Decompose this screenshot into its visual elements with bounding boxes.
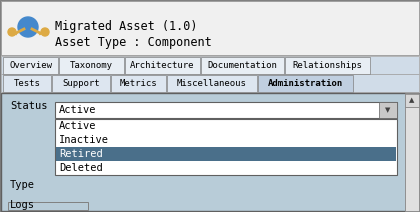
Text: Taxonomy: Taxonomy: [70, 60, 113, 70]
Text: Overview: Overview: [9, 60, 52, 70]
Bar: [1, 74, 419, 92]
Bar: [56, 147, 396, 161]
Bar: [258, 75, 353, 92]
Bar: [8, 202, 88, 210]
Bar: [52, 75, 110, 92]
Bar: [405, 107, 419, 211]
Circle shape: [18, 17, 38, 37]
Bar: [379, 102, 397, 118]
Bar: [1, 56, 419, 74]
Text: Type: Type: [10, 180, 35, 190]
Bar: [111, 75, 166, 92]
Text: Inactive: Inactive: [59, 135, 109, 145]
Text: Logs: Logs: [10, 200, 35, 210]
Text: ▲: ▲: [410, 97, 415, 103]
Text: Relationships: Relationships: [293, 60, 362, 70]
Text: Documentation: Documentation: [207, 60, 278, 70]
Text: Support: Support: [62, 78, 100, 88]
Text: Status: Status: [10, 101, 47, 111]
Text: Asset Type : Component: Asset Type : Component: [55, 36, 212, 49]
Text: Administration: Administration: [268, 78, 343, 88]
Bar: [201, 57, 284, 74]
Bar: [3, 75, 51, 92]
Bar: [55, 102, 397, 118]
Bar: [405, 93, 419, 211]
Bar: [405, 94, 419, 107]
Bar: [285, 57, 370, 74]
Circle shape: [8, 28, 16, 36]
Bar: [125, 57, 200, 74]
Text: Tests: Tests: [13, 78, 40, 88]
Bar: [167, 75, 257, 92]
Bar: [59, 57, 124, 74]
Circle shape: [41, 28, 49, 36]
Text: Architecture: Architecture: [130, 60, 195, 70]
Text: Migrated Asset (1.0): Migrated Asset (1.0): [55, 20, 197, 33]
Text: Active: Active: [59, 105, 97, 115]
Text: Active: Active: [59, 121, 97, 131]
Text: Metrics: Metrics: [120, 78, 158, 88]
Text: Deleted: Deleted: [59, 163, 103, 173]
Text: Miscellaneous: Miscellaneous: [177, 78, 247, 88]
Text: ▼: ▼: [385, 107, 391, 113]
Bar: [55, 119, 397, 175]
Bar: [3, 57, 58, 74]
Bar: [1, 1, 419, 55]
Bar: [1, 93, 419, 211]
Text: Retired: Retired: [59, 149, 103, 159]
